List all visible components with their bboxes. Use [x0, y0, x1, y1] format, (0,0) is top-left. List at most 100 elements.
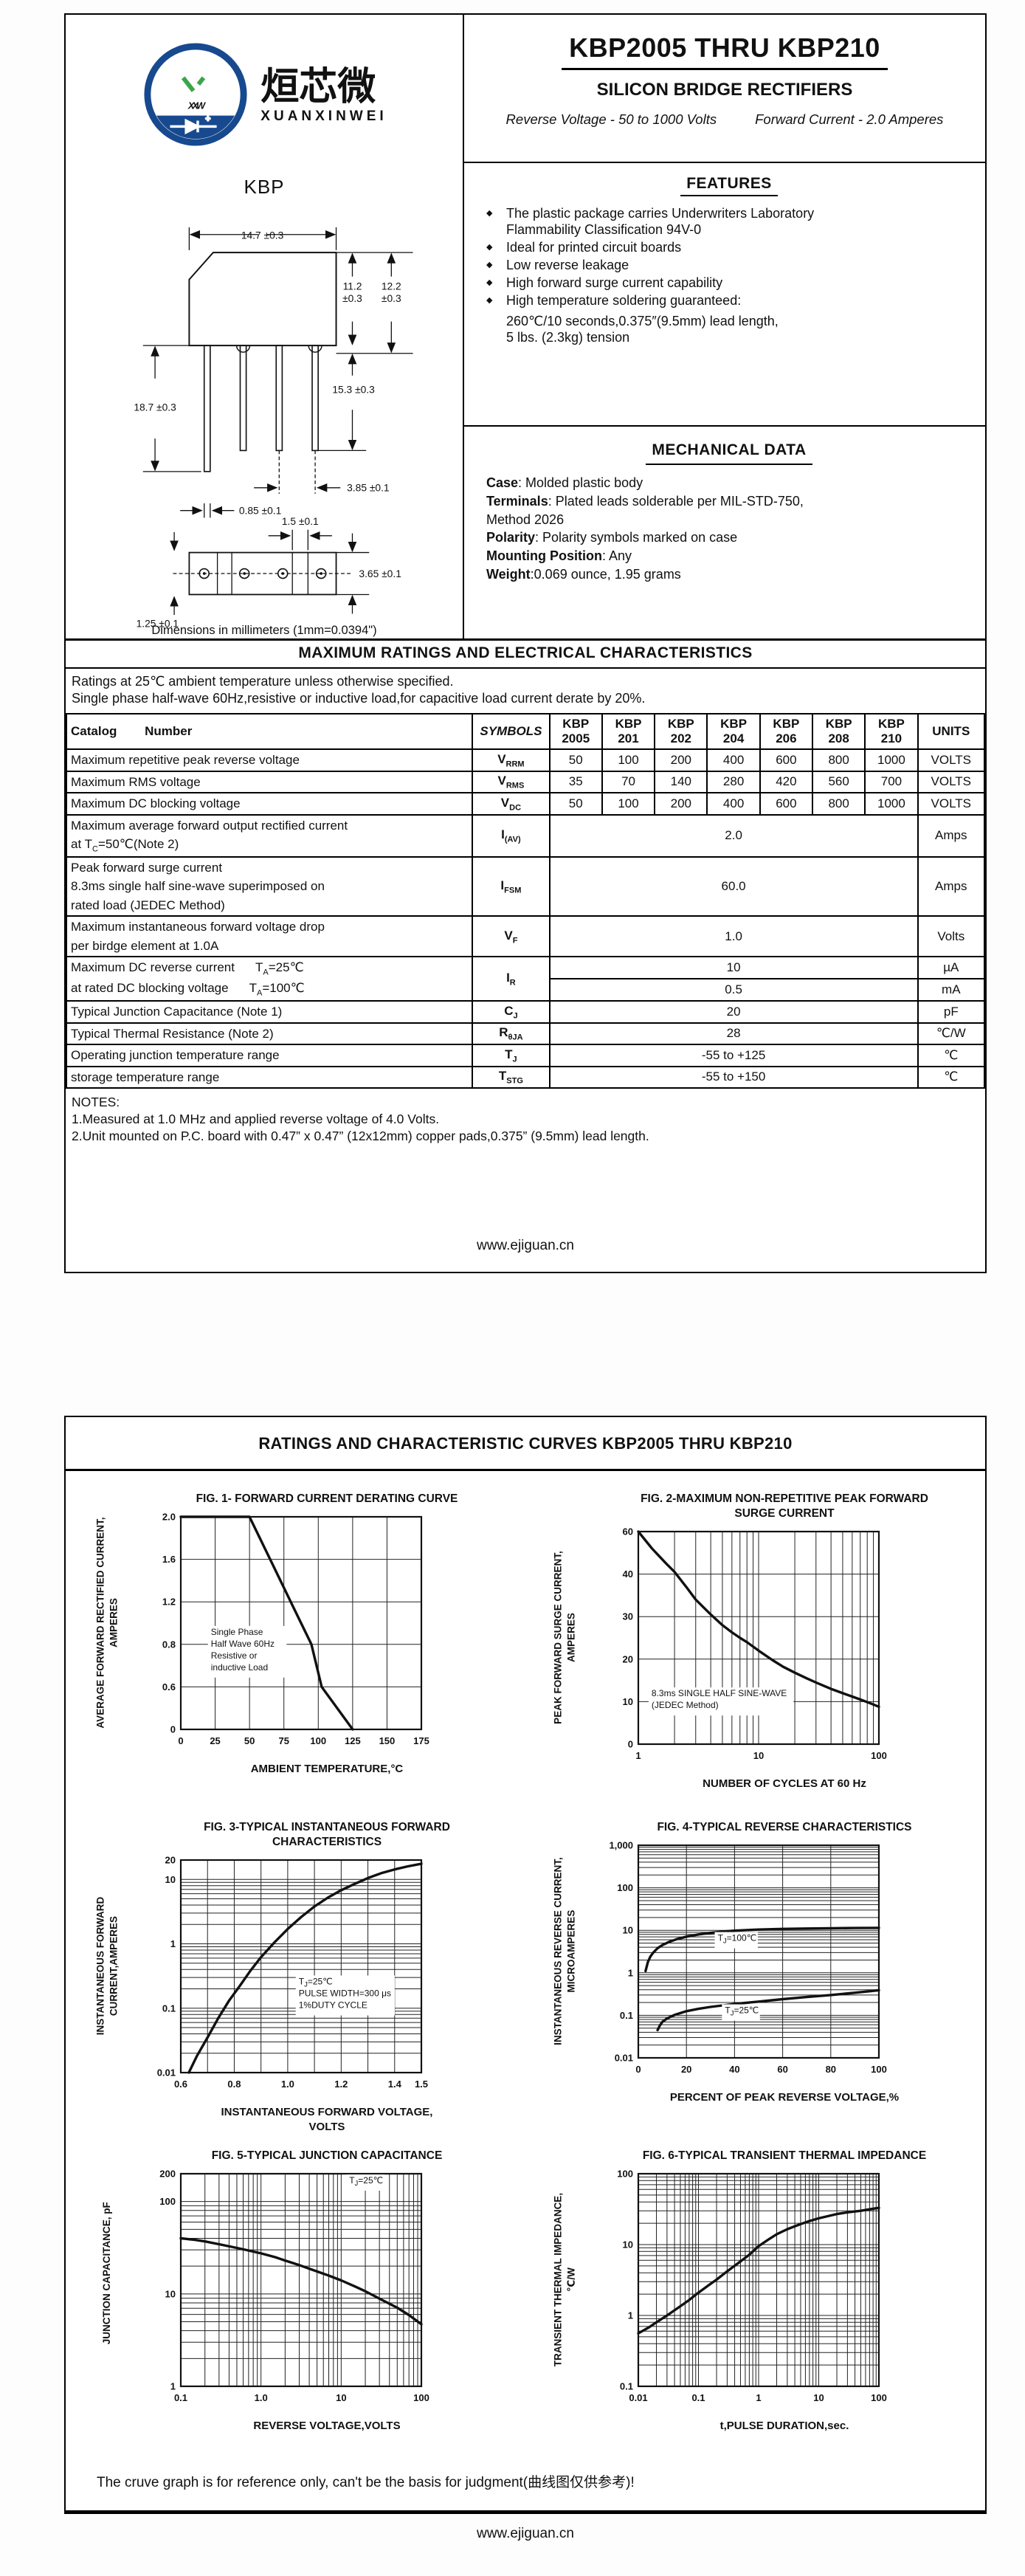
fig5-x-axis-label: REVERSE VOLTAGE,VOLTS: [253, 2420, 401, 2433]
condition-line-1: Ratings at 25℃ ambient temperature unles…: [72, 674, 454, 689]
svg-text:50: 50: [244, 1735, 255, 1746]
parameter-value: 20: [548, 1000, 919, 1024]
parameter-value: 35: [548, 770, 603, 794]
svg-text:10: 10: [753, 1750, 764, 1761]
parameter-value: 700: [864, 770, 919, 794]
fig1-y-axis-label: AVERAGE FORWARD RECTIFIED CURRENT, AMPERE…: [94, 1517, 119, 1729]
parameter-value: 140: [654, 770, 708, 794]
fig5-title: FIG. 5-TYPICAL JUNCTION CAPACITANCE: [211, 2149, 443, 2162]
svg-text:100: 100: [159, 2196, 176, 2207]
reverse-voltage-range: Reverse Voltage - 50 to 1000 Volts: [505, 111, 717, 127]
svg-text:1.0: 1.0: [281, 2079, 294, 2090]
fig6-title: FIG. 6-TYPICAL TRANSIENT THERMAL IMPEDAN…: [642, 2149, 927, 2162]
svg-text:100: 100: [617, 2169, 633, 2180]
svg-text:10: 10: [623, 1696, 633, 1707]
parameter-unit: mA: [917, 978, 986, 1002]
device-column-header: KBP 204: [706, 713, 761, 751]
svg-text:100: 100: [871, 1750, 887, 1761]
svg-text:10: 10: [623, 2239, 633, 2250]
svg-text:18.7 ±0.3: 18.7 ±0.3: [134, 402, 176, 413]
svg-text:0: 0: [170, 1724, 176, 1735]
feature-item: ◆ High temperature soldering guaranteed:: [486, 293, 972, 309]
svg-text:(JEDEC Method): (JEDEC Method): [652, 1700, 719, 1710]
parameter-unit: VOLTS: [917, 792, 986, 816]
parameter-unit: VOLTS: [917, 748, 986, 772]
ratings-table: Catalog Number SYMBOLS KBP 2005 KBP 201 KBP 202…: [65, 713, 986, 1089]
svg-text:100: 100: [871, 2392, 887, 2403]
table-row: Operating junction temperature range TJ -5…: [65, 1044, 986, 1067]
parameter-value: 10: [548, 956, 919, 980]
table-row: Maximum instantaneous forward voltage dr…: [65, 915, 986, 958]
parameter-label: Maximum average forward output rectified…: [65, 813, 474, 858]
parameter-unit: Amps: [917, 855, 986, 917]
svg-text:0: 0: [178, 1735, 183, 1746]
device-column-header: KBP 2005: [548, 713, 603, 751]
fig2-series-1: [637, 1530, 880, 1709]
svg-text:1: 1: [628, 1967, 633, 1978]
svg-text:0.1: 0.1: [620, 2381, 633, 2392]
parameter-value: 70: [601, 770, 656, 794]
svg-text:1,000: 1,000: [609, 1840, 633, 1851]
svg-text:1: 1: [170, 1938, 176, 1949]
logo-company-name-en: XUANXINWEI: [260, 109, 387, 125]
svg-text:100: 100: [310, 1735, 326, 1746]
units-header: UNITS: [917, 713, 986, 751]
page1-top-section: XXW 烜芯微 XUANXINWEI KBP 14.7 ±0.3 11.2 ±0.3…: [66, 15, 985, 638]
parameter-value: -55 to +150: [548, 1065, 919, 1089]
svg-text:0.01: 0.01: [157, 2067, 176, 2079]
svg-text:XXW: XXW: [187, 100, 206, 111]
features-heading: FEATURES: [680, 175, 778, 196]
mechanical-line: Method 2026: [486, 512, 565, 527]
parameter-value: 200: [654, 792, 708, 816]
table-row: Maximum average forward output rectified…: [65, 813, 986, 858]
left-column: XXW 烜芯微 XUANXINWEI KBP 14.7 ±0.3 11.2 ±0.3…: [66, 15, 464, 638]
svg-text:10: 10: [336, 2392, 346, 2403]
parameter-symbol: CJ: [472, 1000, 551, 1024]
svg-text:PULSE WIDTH=300 μs: PULSE WIDTH=300 μs: [299, 1988, 391, 1999]
svg-text:60: 60: [777, 2064, 787, 2075]
fig2-title: FIG. 2-MAXIMUM NON-REPETITIVE PEAK FORWA…: [641, 1492, 928, 1521]
parameter-label: Peak forward surge current 8.3ms single …: [65, 855, 474, 917]
parameter-unit: Amps: [917, 813, 986, 858]
parameter-label: Maximum RMS voltage: [65, 770, 474, 794]
parameter-symbol: VRRM: [472, 748, 551, 772]
parameter-value: 100: [601, 748, 656, 772]
svg-text:40: 40: [729, 2064, 739, 2075]
parameter-value: 28: [548, 1022, 919, 1046]
table-row: Peak forward surge current 8.3ms single …: [65, 855, 986, 917]
mechanical-line: Weight:0.069 ounce, 1.95 grams: [486, 567, 681, 582]
svg-text:10: 10: [623, 1925, 633, 1936]
parameter-value: 800: [812, 748, 866, 772]
svg-text:inductive Load: inductive Load: [211, 1662, 268, 1673]
parameter-value: 50: [548, 748, 603, 772]
symbols-header: SYMBOLS: [472, 713, 551, 751]
fig6-figure: FIG. 6-TYPICAL TRANSIENT THERMAL IMPEDAN…: [525, 2134, 982, 2462]
svg-text:10: 10: [165, 1874, 176, 1885]
parameter-label: Maximum repetitive peak reverse voltage: [65, 748, 474, 772]
feature-text: High temperature soldering guaranteed:: [506, 292, 742, 308]
catalog-number-header: Catalog Number: [65, 713, 474, 751]
svg-text:1: 1: [628, 2310, 633, 2321]
fig3-annotation-bg: [295, 1975, 395, 2016]
svg-text:1.0: 1.0: [255, 2392, 268, 2403]
condition-line-2: Single phase half-wave 60Hz,resistive or…: [72, 691, 646, 706]
svg-text:0.8: 0.8: [227, 2079, 241, 2090]
svg-text:1: 1: [170, 2381, 176, 2392]
fig6-series-1: [637, 2206, 880, 2335]
mechanical-line: Mounting Position: Any: [486, 548, 632, 564]
fig5-series-1: [179, 2236, 423, 2326]
parameter-label: Maximum instantaneous forward voltage dr…: [65, 915, 474, 958]
svg-text:11.2: 11.2: [343, 280, 362, 292]
diamond-bullet-icon: ◆: [486, 209, 493, 218]
svg-text:15.3 ±0.3: 15.3 ±0.3: [332, 383, 375, 395]
parameter-value: 400: [706, 792, 761, 816]
svg-text:1.25 ±0.1: 1.25 ±0.1: [137, 617, 179, 629]
svg-text:0: 0: [635, 2064, 641, 2075]
mechanical-list: Case: Molded plastic body Terminals: Plat…: [486, 474, 972, 584]
svg-text:1.5: 1.5: [415, 2079, 428, 2090]
device-column-header: KBP 201: [601, 713, 656, 751]
features-section: FEATURES ◆ The plastic package carries Un…: [464, 163, 985, 427]
svg-text:8.3ms SINGLE HALF SINE-WAVE: 8.3ms SINGLE HALF SINE-WAVE: [652, 1688, 787, 1698]
feature-text: High forward surge current capability: [506, 275, 723, 290]
